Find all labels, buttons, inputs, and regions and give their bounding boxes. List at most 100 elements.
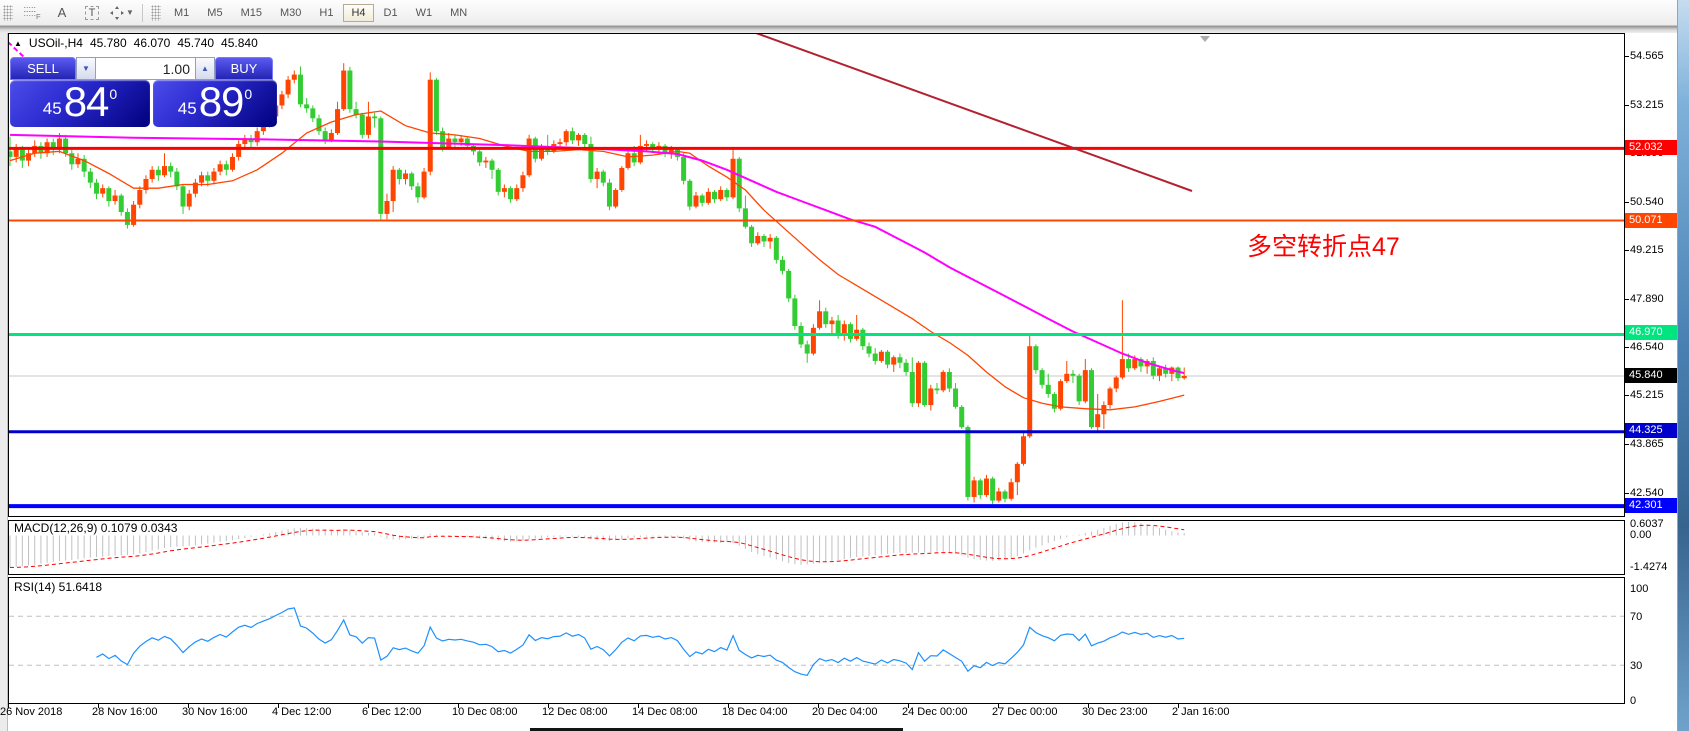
window-right-border [1677,0,1689,731]
buy-price-big: 89 [198,78,245,125]
time-axis-label: 18 Dec 04:00 [722,706,788,718]
window-left-border [0,33,8,731]
rsi-axis-label: 70 [1630,611,1643,623]
text-label-icon[interactable]: A [57,5,67,20]
main-chart-canvas [9,34,1624,509]
price-tag-44.325: 44.325 [1625,423,1677,438]
time-tick [8,704,9,708]
time-tick [98,704,99,708]
macd-label: MACD(12,26,9) 0.1079 0.0343 [14,521,178,535]
price-tick [1625,202,1629,203]
timeframe-button-m15[interactable]: M15 [240,6,262,19]
price-tick [1625,444,1629,445]
chart-ohlc-header: ▲ USOil-,H4 45.780 46.070 45.740 45.840 [14,36,258,50]
price-axis-label: 49.215 [1630,244,1664,256]
time-tick [998,704,999,708]
time-tick [818,704,819,708]
buy-button[interactable]: BUY [215,57,273,80]
timeframe-button-m1[interactable]: M1 [174,6,190,19]
one-click-trading-panel: SELL ▼ ▲ BUY 45 84 0 45 89 0 [10,57,277,127]
macd-axis-label: 0.00 [1630,529,1652,541]
timeframe-button-mn[interactable]: MN [450,6,468,19]
time-axis-label: 24 Dec 00:00 [902,706,968,718]
time-tick [368,704,369,708]
sell-button[interactable]: SELL [10,57,76,80]
time-axis-label: 30 Nov 16:00 [182,706,248,718]
macd-panel [8,520,1625,575]
toolbar: ::::::::::F A T ▼ M1 M5 M15 M30 H1 H4 D1 W1 MN [0,0,1689,26]
time-axis-label: 10 Dec 08:00 [452,706,518,718]
price-tick [1625,56,1629,57]
grid-font-icon[interactable]: ::::::::::F [23,3,41,21]
price-tag-45.840: 45.840 [1625,368,1677,383]
time-axis-label: 28 Nov 16:00 [92,706,158,718]
dropdown-caret-icon: ▼ [126,8,134,17]
price-tag-42.301: 42.301 [1625,498,1677,513]
price-tag-46.970: 46.970 [1625,325,1677,340]
price-axis-label: 46.540 [1630,341,1664,353]
price-tick [1625,299,1629,300]
timeframe-button-m5[interactable]: M5 [207,6,223,19]
time-axis-label: 2 Jan 16:00 [1172,706,1230,718]
price-tag-52.032: 52.032 [1625,140,1677,155]
buy-price-box[interactable]: 45 89 0 [153,80,277,127]
price-tick [1625,105,1629,106]
sell-price-box[interactable]: 45 84 0 [10,80,150,127]
timeframe-button-w1[interactable]: W1 [415,6,433,19]
price-axis-label: 43.865 [1630,438,1664,450]
time-axis-label: 27 Dec 00:00 [992,706,1058,718]
rsi-axis-label: 0 [1630,695,1637,707]
volume-decrease-button[interactable]: ▼ [76,57,96,80]
macd-axis-label: -1.4274 [1630,561,1668,573]
toolbar-drag-handle2[interactable] [151,4,161,21]
text-box-icon[interactable]: T [80,3,104,23]
price-tick [1625,493,1629,494]
time-tick [1178,704,1179,708]
time-tick [638,704,639,708]
volume-input[interactable] [96,57,195,80]
toolbar-separator [142,3,143,22]
timeframe-button-m30[interactable]: M30 [279,6,302,19]
volume-increase-button[interactable]: ▲ [195,57,215,80]
price-tick [1625,250,1629,251]
price-tick [1625,347,1629,348]
time-tick [908,704,909,708]
toolbar-shadow [0,26,1689,33]
toolbar-drag-handle[interactable] [3,4,13,21]
ohlc-open: 45.780 [89,36,127,50]
rsi-axis-label: 30 [1630,660,1643,672]
time-tick [188,704,189,708]
rsi-canvas [9,607,1624,676]
sell-price-big: 84 [63,78,110,125]
macd-canvas [9,522,1185,568]
rsi-panel [8,577,1625,704]
time-axis-label: 4 Dec 12:00 [272,706,332,718]
symbol-period: USOil-,H4 [28,36,83,50]
timeframe-button-d1[interactable]: D1 [383,6,398,19]
main-chart-panel[interactable] [8,33,1625,517]
time-tick [278,704,279,708]
ohlc-high: 46.070 [133,36,171,50]
time-axis-label: 14 Dec 08:00 [632,706,698,718]
move-arrows-icon[interactable]: ▼ [110,3,134,23]
arrows-glyph [110,5,125,20]
timeframe-button-h4[interactable]: H4 [343,3,374,22]
timeframe-button-h1[interactable]: H1 [319,6,334,19]
time-tick [548,704,549,708]
price-axis-label: 42.540 [1630,487,1664,499]
sell-price-pip: 0 [109,86,118,102]
price-axis-label: 50.540 [1630,196,1664,208]
price-axis-label: 47.890 [1630,293,1664,305]
buy-price-pip: 0 [244,86,253,102]
price-tag-50.071: 50.071 [1625,213,1677,228]
chart-annotation-text: 多空转折点47 [1247,233,1400,261]
time-axis-label: 20 Dec 04:00 [812,706,878,718]
price-axis-label: 53.215 [1630,99,1664,111]
macd-axis-label: 0.6037 [1630,518,1664,530]
buy-price-handle: 45 [177,99,197,118]
price-axis-label: 54.565 [1630,50,1664,62]
timeframe-buttons: M1 M5 M15 M30 H1 H4 D1 W1 MN [165,3,476,22]
time-tick [1088,704,1089,708]
time-axis-label: 6 Dec 12:00 [362,706,422,718]
